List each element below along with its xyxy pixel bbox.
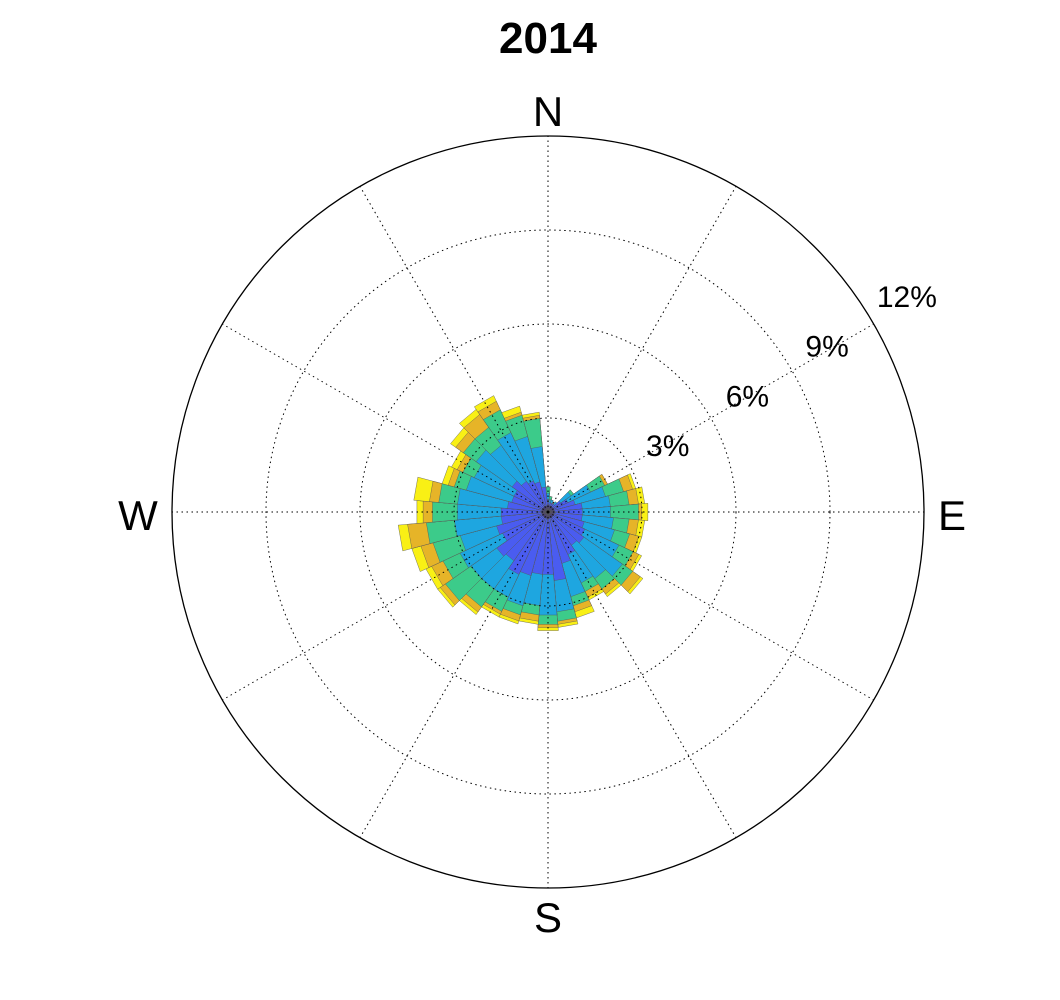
direction-label-w: W [118,492,158,539]
grid-spoke-150 [548,512,736,838]
radial-tick-label-12: 12% [877,281,937,314]
radial-tick-label-9: 9% [805,331,848,364]
grid-spoke-30 [548,186,736,512]
polar-grid [172,136,924,888]
direction-label-e: E [938,492,966,539]
radial-tick-label-3: 3% [646,430,689,463]
direction-label-s: S [534,894,562,941]
direction-label-n: N [533,88,563,135]
grid-spoke-120 [548,512,874,700]
windrose-bars [398,396,648,631]
radial-tick-label-6: 6% [726,380,769,413]
